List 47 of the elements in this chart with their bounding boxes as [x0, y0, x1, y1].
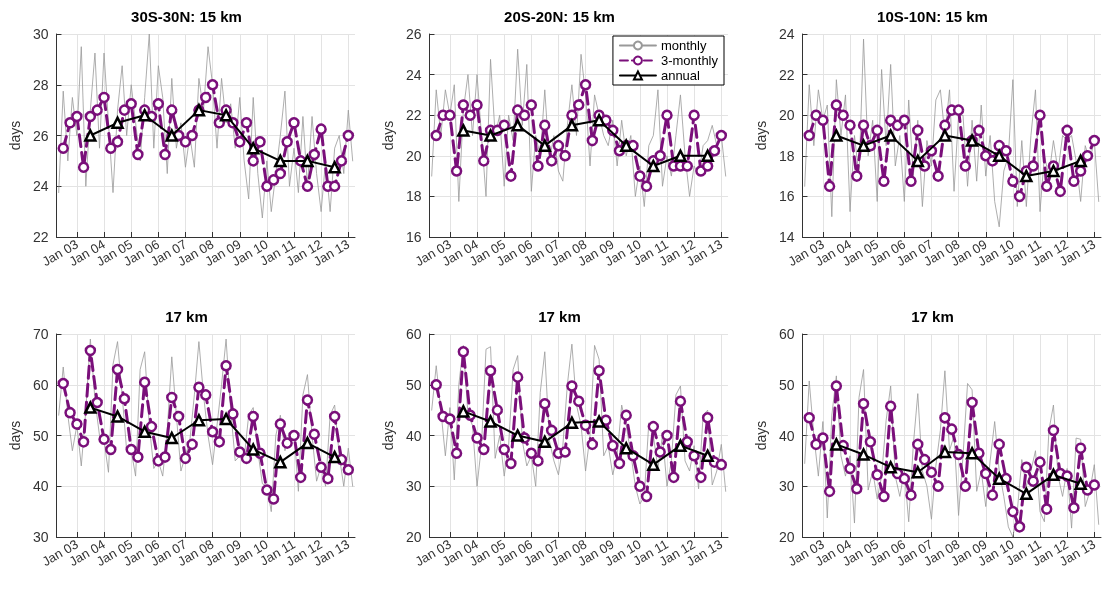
y-tick-label: 24	[32, 178, 49, 195]
y-tick-label: 16	[778, 188, 795, 205]
legend-label: annual	[660, 68, 701, 83]
y-tick-label: 28	[32, 76, 49, 93]
y-tick-label: 40	[32, 477, 49, 494]
y-tick-label: 30	[32, 26, 49, 42]
legend-label: 3-monthly	[660, 53, 719, 68]
chart-title: 17 km	[911, 307, 954, 325]
y-axis-title: days	[7, 120, 23, 151]
y-tick-label: 50	[405, 376, 422, 393]
y-tick-label: 14	[778, 229, 795, 245]
y-tick-label: 60	[778, 325, 795, 342]
chart-title: 20S-20N: 15 km	[504, 8, 615, 25]
y-tick-label: 20	[778, 107, 795, 124]
y-axis-title: days	[7, 420, 23, 450]
y-axis-title: days	[380, 120, 396, 151]
y-tick-label: 22	[778, 66, 795, 83]
y-tick-label: 16	[405, 229, 422, 245]
y-tick-label: 24	[405, 66, 422, 83]
legend-label: monthly	[660, 38, 707, 53]
y-tick-label: 50	[32, 427, 49, 443]
y-tick-label: 22	[32, 229, 49, 245]
y-tick-label: 22	[405, 107, 422, 124]
y-tick-label: 60	[32, 376, 49, 393]
y-tick-label: 60	[405, 325, 422, 342]
chart-title: 17 km	[165, 307, 208, 325]
chart-title: 17 km	[538, 307, 581, 325]
y-tick-label: 70	[32, 325, 49, 342]
chart-title: 30S-30N: 15 km	[131, 8, 242, 25]
y-tick-label: 50	[778, 376, 795, 393]
y-axis-title: days	[380, 420, 396, 450]
y-tick-label: 40	[405, 427, 422, 443]
y-tick-label: 30	[405, 477, 422, 494]
y-tick-label: 30	[778, 477, 795, 494]
y-tick-label: 30	[32, 528, 49, 545]
y-tick-label: 18	[405, 188, 422, 205]
y-axis-title: days	[753, 420, 769, 450]
y-tick-label: 26	[32, 127, 49, 144]
y-axis-title: days	[753, 120, 769, 151]
y-tick-label: 20	[778, 528, 795, 545]
y-tick-label: 20	[405, 528, 422, 545]
y-tick-label: 18	[778, 147, 795, 164]
chart-title: 10S-10N: 15 km	[877, 8, 988, 25]
y-tick-label: 24	[778, 26, 795, 42]
y-tick-label: 40	[778, 427, 795, 443]
y-tick-label: 20	[405, 147, 422, 164]
y-tick-label: 26	[405, 26, 422, 42]
